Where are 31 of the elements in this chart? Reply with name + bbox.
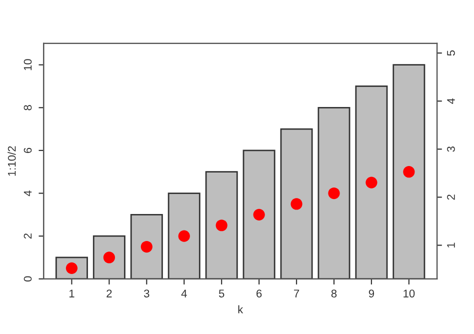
x-tick-label: 7	[294, 290, 300, 298]
y-tick-label: 10	[24, 59, 32, 70]
y2-tick-label: 1	[447, 242, 455, 248]
point	[328, 187, 340, 200]
y2-tick-label: 5	[447, 50, 455, 56]
y2-tick-label: 4	[447, 98, 455, 104]
x-tick-label: 1	[69, 290, 74, 298]
point	[403, 166, 415, 178]
x-tick-label: 2	[106, 290, 112, 298]
y-tick-label: 4	[24, 190, 32, 196]
y2-tick-label: 3	[447, 146, 455, 152]
point	[366, 176, 378, 188]
x-tick-label: 6	[256, 290, 262, 298]
x-tick-label: 10	[404, 290, 415, 298]
point	[253, 208, 265, 220]
y-tick-label: 2	[24, 234, 32, 239]
x-axis-title: k	[238, 305, 244, 314]
y-tick-label: 0	[24, 276, 32, 282]
x-tick-label: 5	[218, 290, 224, 298]
y-tick-label: 6	[24, 148, 32, 153]
y-axis-title: 1:10/2	[8, 146, 16, 176]
y-tick-label: 8	[24, 105, 32, 110]
y2-tick-label: 2	[447, 194, 455, 200]
point	[216, 220, 228, 232]
point	[290, 198, 302, 210]
point	[178, 230, 190, 242]
x-tick-label: 3	[144, 290, 150, 298]
x-tick-label: 8	[331, 290, 337, 298]
point	[140, 240, 152, 253]
x-tick-label: 9	[368, 290, 374, 298]
x-tick-label: 4	[181, 290, 187, 298]
